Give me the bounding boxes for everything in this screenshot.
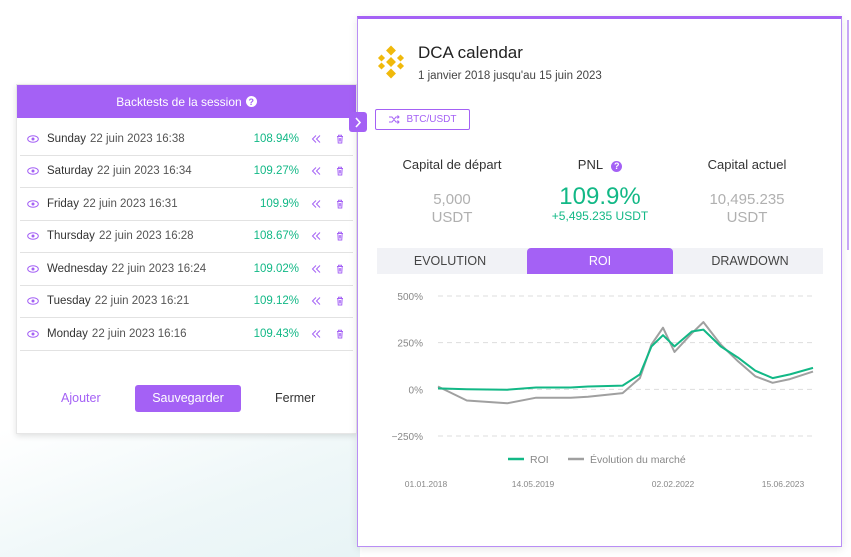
load-backtest-icon[interactable] xyxy=(311,199,321,209)
session-backtests-panel: Backtests de la session ? Sunday 22 juin … xyxy=(16,84,357,434)
backtest-roi: 109.02% xyxy=(253,262,299,275)
pair-badge[interactable]: BTC/USDT xyxy=(375,109,470,130)
session-row[interactable]: Tuesday 22 juin 2023 16:21 109.12% xyxy=(20,286,353,318)
trash-icon[interactable] xyxy=(335,166,345,176)
add-button[interactable]: Ajouter xyxy=(61,391,101,405)
backtest-date: 22 juin 2023 16:38 xyxy=(90,132,185,145)
pnl-absolute: +5,495.235 USDT xyxy=(551,209,649,223)
dca-panel: DCA calendar 1 janvier 2018 jusqu'au 15 … xyxy=(357,16,842,547)
load-backtest-icon[interactable] xyxy=(311,264,321,274)
date-range: 1 janvier 2018 jusqu'au 15 juin 2023 xyxy=(418,70,602,82)
session-list: Sunday 22 juin 2023 16:38 108.94% Saturday 2… xyxy=(17,118,356,351)
backtest-date: 22 juin 2023 16:28 xyxy=(98,230,194,243)
pnl-label-wrap: PNL ? xyxy=(525,157,675,172)
trash-icon[interactable] xyxy=(335,231,345,241)
load-backtest-icon[interactable] xyxy=(311,166,321,176)
current-capital-unit: USDT xyxy=(726,209,768,226)
backtest-roi: 109.9% xyxy=(259,197,299,210)
x-tick-label: 01.01.2018 xyxy=(405,479,448,489)
backtest-roi: 108.94% xyxy=(253,132,299,145)
y-tick-label: 0% xyxy=(409,385,424,396)
pnl-help-icon[interactable]: ? xyxy=(611,160,623,172)
x-tick-label: 14.05.2019 xyxy=(512,479,555,489)
backtest-name: Monday xyxy=(47,327,88,340)
roi-series-line xyxy=(437,328,814,391)
load-backtest-icon[interactable] xyxy=(311,329,321,339)
pair-label: BTC/USDT xyxy=(406,114,457,125)
session-row[interactable]: Friday 22 juin 2023 16:31 109.9% xyxy=(20,188,353,221)
help-icon[interactable]: ? xyxy=(245,96,257,107)
session-header: Backtests de la session ? xyxy=(17,85,356,118)
shuffle-icon xyxy=(388,115,400,124)
chart-tabs: EVOLUTION ROI DRAWDOWN xyxy=(377,248,823,274)
y-tick-label: 500% xyxy=(397,292,423,303)
current-capital-value: 10,495.235 xyxy=(709,191,785,208)
session-row[interactable]: Sunday 22 juin 2023 16:38 108.94% xyxy=(20,123,353,156)
chevron-right-icon xyxy=(355,116,362,128)
load-backtest-icon[interactable] xyxy=(311,231,321,241)
tab-roi[interactable]: ROI xyxy=(527,248,673,274)
tab-drawdown[interactable]: DRAWDOWN xyxy=(711,254,789,268)
eye-icon[interactable] xyxy=(27,135,39,143)
backtest-roi: 109.12% xyxy=(253,295,299,308)
backtest-roi: 109.43% xyxy=(253,327,299,340)
session-row[interactable]: Wednesday 22 juin 2023 16:24 109.02% xyxy=(20,253,353,286)
eye-icon[interactable] xyxy=(27,297,39,305)
backtest-name: Saturday xyxy=(47,165,94,178)
pnl-stat: PNL ? 109.9% +5,495.235 USDT xyxy=(525,157,675,223)
start-capital-unit: USDT xyxy=(431,209,473,226)
start-capital-stat: Capital de départ 5,000 USDT xyxy=(377,157,527,227)
start-capital-label: Capital de départ xyxy=(402,157,502,172)
session-title: Backtests de la session xyxy=(116,94,242,109)
collapse-panel-button[interactable] xyxy=(349,112,367,132)
session-row[interactable]: Saturday 22 juin 2023 16:34 109.27% xyxy=(20,156,353,188)
market-series-line xyxy=(437,321,814,405)
eye-icon[interactable] xyxy=(27,330,39,338)
backtest-date: 22 juin 2023 16:34 xyxy=(97,165,192,178)
x-tick-label: 15.06.2023 xyxy=(762,479,805,489)
backtest-date: 22 juin 2023 16:16 xyxy=(91,327,187,340)
roi-chart: 500% 250% 0% −250% 01.01.2018 14.05.2019 02.02… xyxy=(392,292,814,489)
current-capital-label: Capital actuel xyxy=(707,157,787,172)
trash-icon[interactable] xyxy=(335,134,345,144)
y-tick-label: 250% xyxy=(397,339,423,350)
session-row[interactable]: Thursday 22 juin 2023 16:28 108.67% xyxy=(20,221,353,253)
save-button[interactable]: Sauvegarder xyxy=(135,384,241,412)
eye-icon[interactable] xyxy=(27,265,39,273)
backtest-roi: 109.27% xyxy=(253,165,299,178)
load-backtest-icon[interactable] xyxy=(311,134,321,144)
tab-evolution[interactable]: EVOLUTION xyxy=(413,254,487,268)
backtest-date: 22 juin 2023 16:24 xyxy=(111,262,207,275)
backtest-name: Friday xyxy=(47,197,79,210)
panel-edge-line xyxy=(847,20,849,250)
backtest-name: Tuesday xyxy=(47,295,91,308)
backtest-roi: 108.67% xyxy=(253,230,299,243)
pnl-label: PNL xyxy=(577,157,603,172)
y-tick-label: −250% xyxy=(392,432,424,443)
page-title: DCA calendar xyxy=(418,43,523,62)
eye-icon[interactable] xyxy=(27,167,39,175)
close-button[interactable]: Fermer xyxy=(275,391,316,405)
trash-icon[interactable] xyxy=(335,264,345,274)
binance-logo-icon xyxy=(377,45,405,79)
legend-label: ROI xyxy=(530,454,549,466)
backtest-name: Thursday xyxy=(47,230,95,243)
eye-icon[interactable] xyxy=(27,232,39,240)
trash-icon[interactable] xyxy=(335,329,345,339)
pnl-value: 109.9% xyxy=(559,183,641,210)
backtest-date: 22 juin 2023 16:21 xyxy=(94,295,190,308)
session-row[interactable]: Monday 22 juin 2023 16:16 109.43% xyxy=(20,318,353,351)
current-capital-stat: Capital actuel 10,495.235 USDT xyxy=(672,157,822,227)
background-shape xyxy=(0,430,360,557)
trash-icon[interactable] xyxy=(335,296,345,306)
load-backtest-icon[interactable] xyxy=(311,296,321,306)
trash-icon[interactable] xyxy=(335,199,345,209)
backtest-name: Wednesday xyxy=(47,262,108,275)
backtest-name: Sunday xyxy=(47,132,87,145)
start-capital-value: 5,000 xyxy=(433,191,471,208)
legend-label: Évolution du marché xyxy=(590,453,686,466)
backtest-date: 22 juin 2023 16:31 xyxy=(82,197,178,210)
x-tick-label: 02.02.2022 xyxy=(652,479,695,489)
eye-icon[interactable] xyxy=(27,200,39,208)
